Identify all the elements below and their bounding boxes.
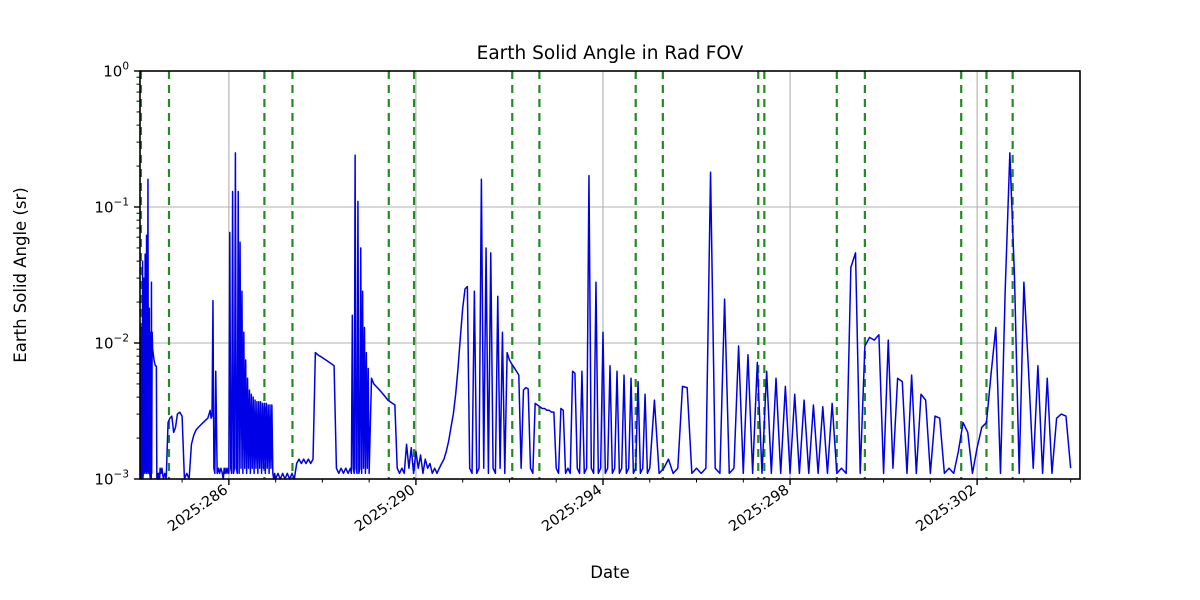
y-tick-label: 100 xyxy=(103,61,129,81)
x-tick-label: 2025:294 xyxy=(539,482,605,535)
event-marker-lines xyxy=(139,71,1014,479)
gridlines xyxy=(140,71,1080,479)
x-axis-label: Date xyxy=(590,563,629,582)
y-tick-label: 10−3 xyxy=(94,469,129,489)
plot-border xyxy=(139,70,1081,480)
x-tick-labels: 2025:286 2025:290 2025:294 2025:298 2025:302 xyxy=(165,482,979,535)
x-tick-label: 2025:302 xyxy=(913,482,979,535)
series-path-0 xyxy=(140,152,1072,480)
chart-title: Earth Solid Angle in Rad FOV xyxy=(477,43,744,64)
axis-ticks xyxy=(134,70,1072,485)
x-tick-label: 2025:286 xyxy=(165,482,231,535)
y-axis-label: Earth Solid Angle (sr) xyxy=(11,187,30,362)
plot-background xyxy=(140,71,1080,479)
axis-spines xyxy=(139,70,1081,480)
data-series-group xyxy=(140,152,1072,480)
y-tick-label: 10−1 xyxy=(94,197,129,217)
y-tick-label: 10−2 xyxy=(94,333,129,353)
y-tick-labels: 100 10−1 10−2 10−3 xyxy=(94,61,129,489)
x-tick-label: 2025:290 xyxy=(352,482,418,535)
x-tick-label: 2025:298 xyxy=(726,482,792,535)
